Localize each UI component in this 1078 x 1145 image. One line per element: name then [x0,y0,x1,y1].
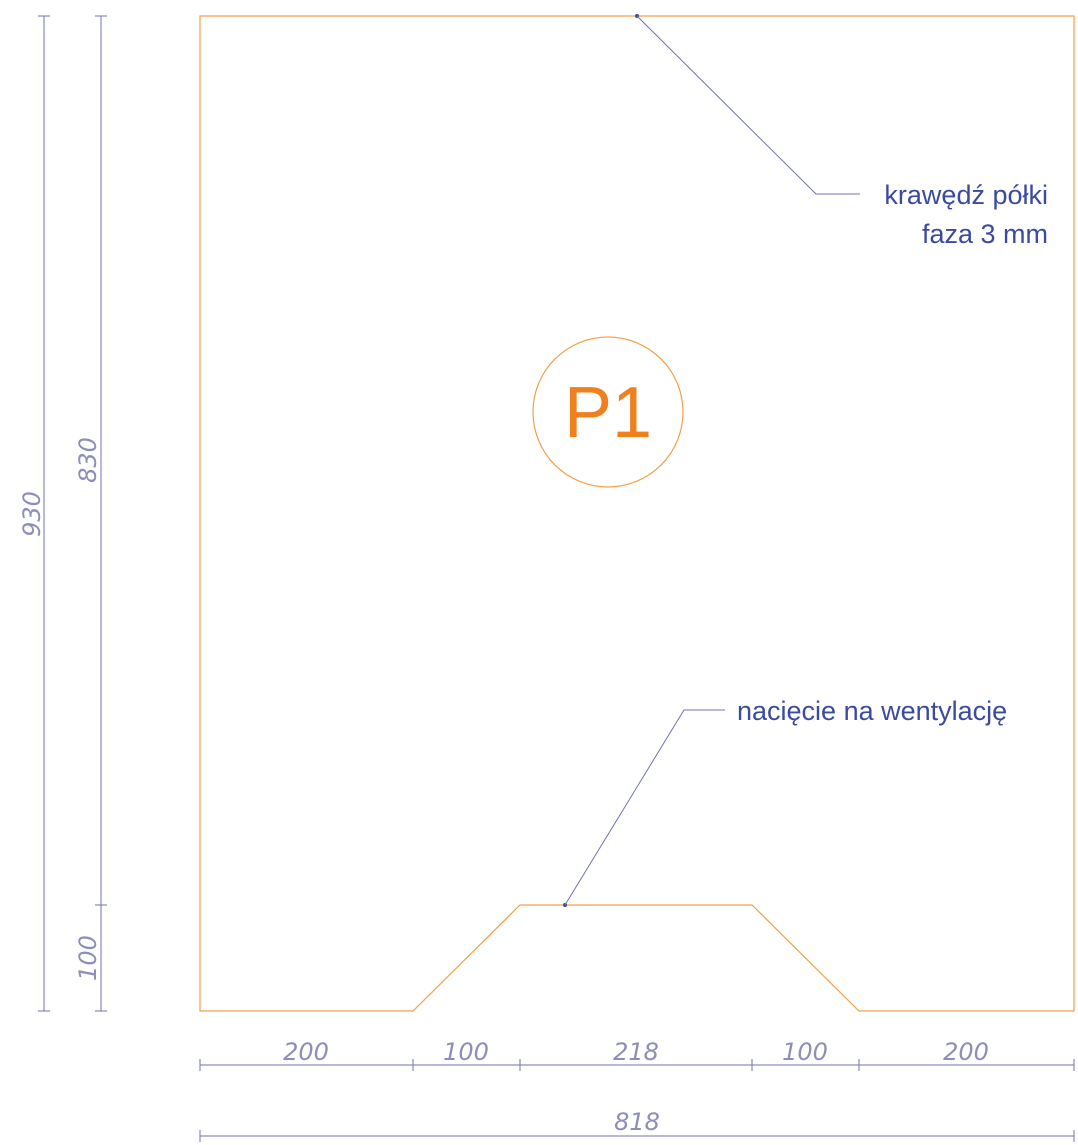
panel-label-circle [532,336,684,488]
dim-seg-slope-left-label: 100 [443,1038,489,1066]
dim-total-width-label: 818 [614,1108,660,1136]
dim-seg-left-label: 200 [283,1038,329,1066]
callout-edge-line1: krawędź półki [884,180,1048,210]
panel-label: P1 [564,373,652,453]
dim-seg-right-label: 200 [943,1038,989,1066]
panel-outline [199,15,1075,1012]
dim-seg-slope-right-label: 100 [782,1038,828,1066]
callout-edge-leader [636,15,860,195]
callout-notch-text: nacięcie na wentylację [737,696,1007,726]
callout-edge: krawędź półki faza 3 mm [635,14,1048,249]
dim-segments: 200 100 218 100 200 [199,1038,1075,1071]
dim-seg-middle-label: 218 [613,1038,659,1066]
dim-upper-height: 830 100 [74,15,107,1012]
dim-upper-height-label: 830 [74,437,102,483]
dim-total-height: 930 [18,15,50,1012]
callout-notch: nacięcie na wentylację [563,696,1007,907]
callout-edge-line2: faza 3 mm [922,219,1048,249]
callout-notch-leader [564,709,725,906]
dim-total-height-label: 930 [18,491,46,537]
dim-notch-height-label: 100 [74,935,102,981]
dim-total-width: 818 [199,1108,1075,1142]
